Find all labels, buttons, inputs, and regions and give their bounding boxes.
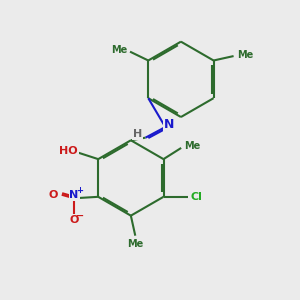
Text: Me: Me — [184, 142, 200, 152]
Text: +: + — [76, 185, 83, 194]
Text: −: − — [76, 211, 84, 221]
Text: N: N — [164, 118, 174, 130]
Text: H: H — [133, 129, 142, 139]
Text: N: N — [70, 190, 79, 200]
Text: HO: HO — [59, 146, 78, 156]
Text: O: O — [69, 215, 79, 225]
Text: Me: Me — [237, 50, 253, 60]
Text: Cl: Cl — [190, 192, 202, 202]
Text: Me: Me — [111, 45, 127, 55]
Text: O: O — [48, 190, 58, 200]
Text: Me: Me — [127, 239, 143, 249]
